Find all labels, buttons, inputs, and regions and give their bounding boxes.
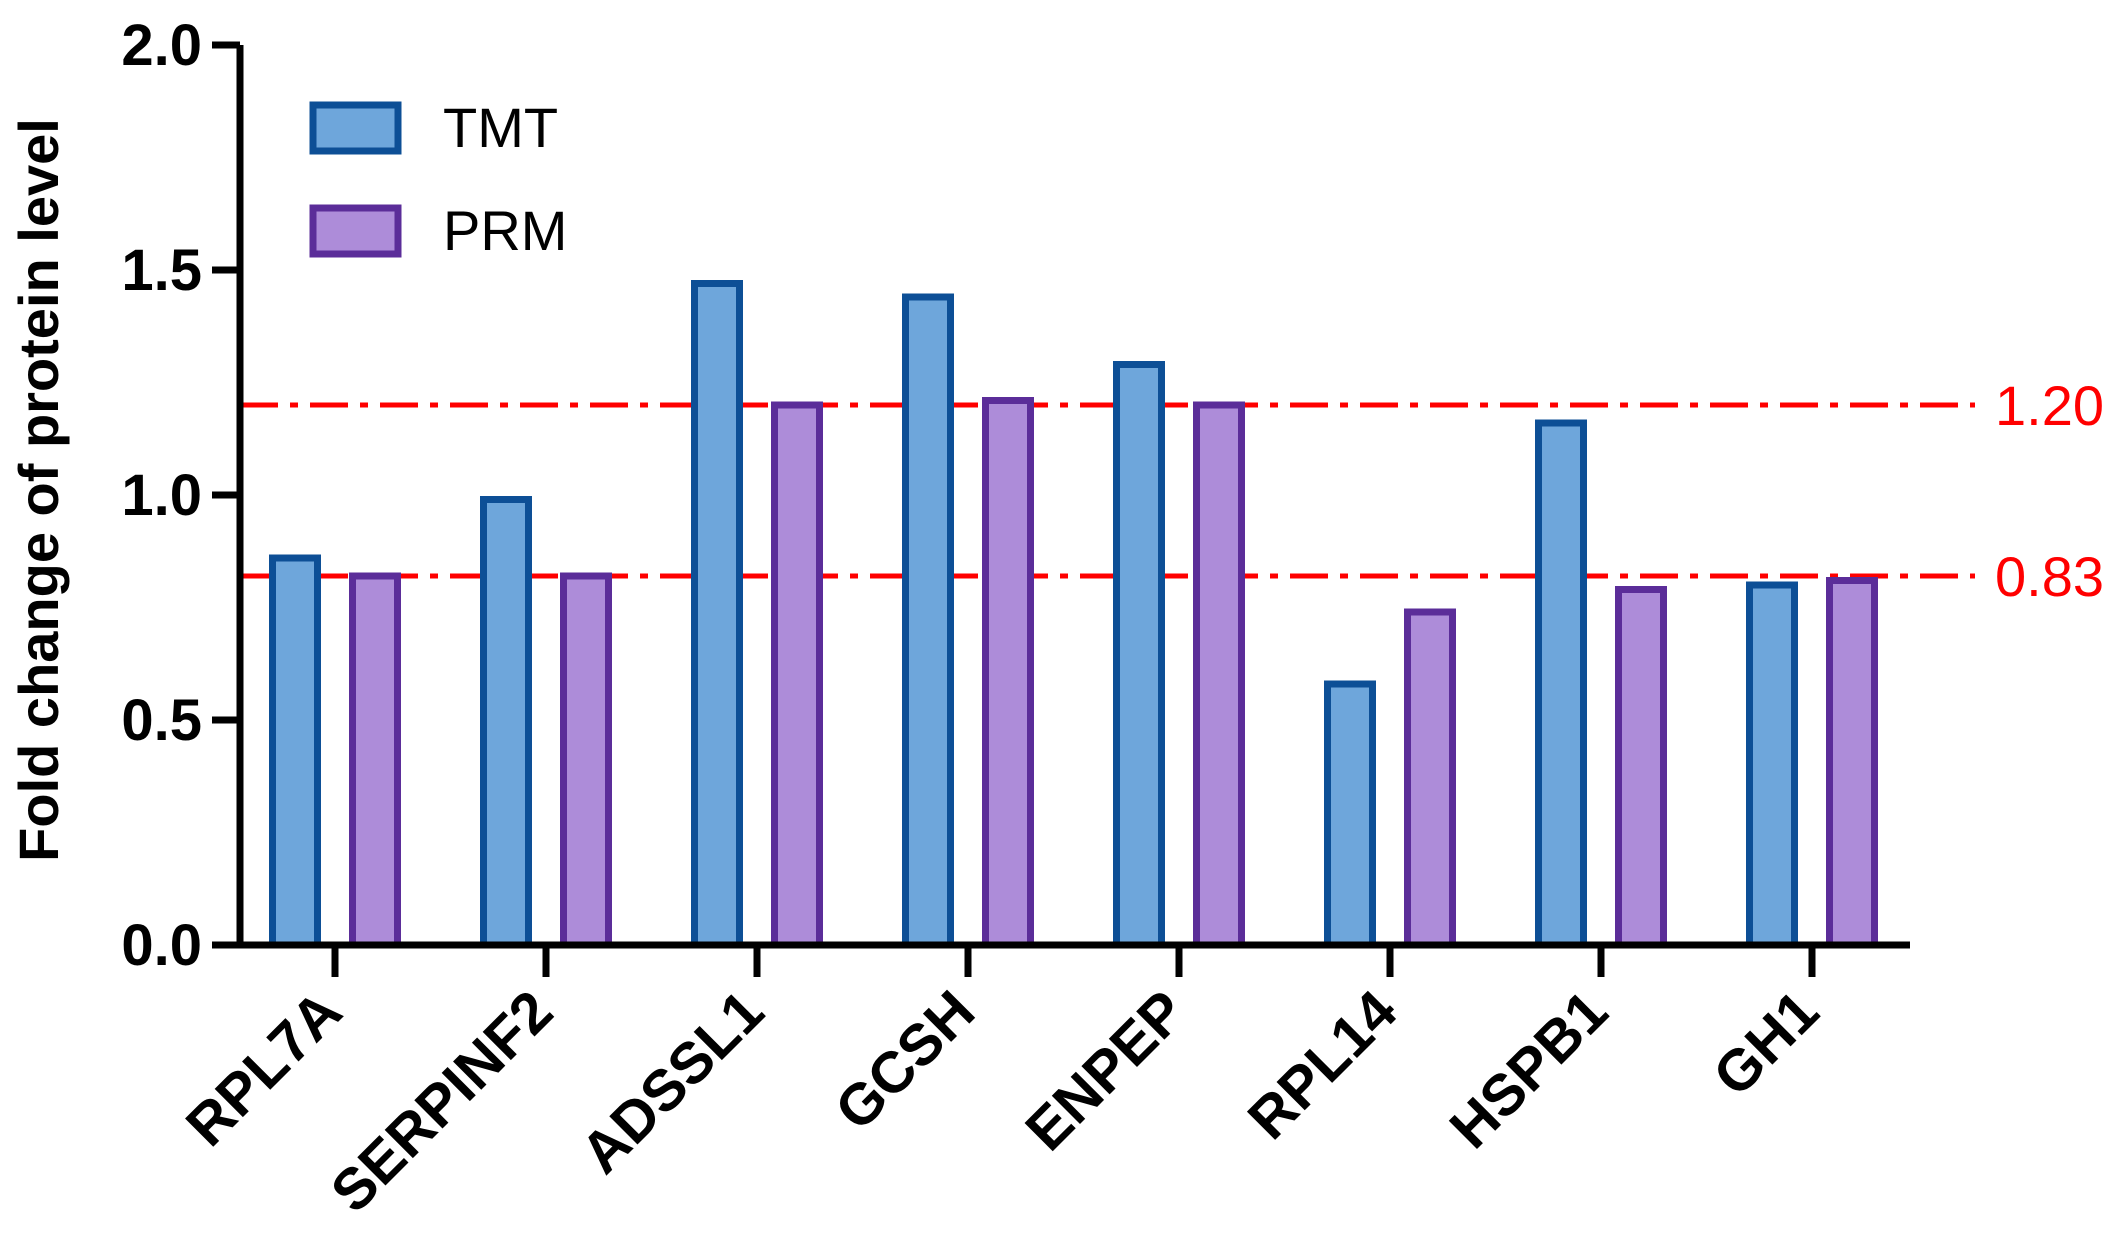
x-tick-label-hspb1: HSPB1: [1437, 978, 1620, 1161]
y-tick-label-3: 1.5: [121, 238, 202, 303]
x-tick-label-adssl1: ADSSL1: [568, 978, 776, 1186]
bar-prm-serpinf2: [560, 572, 612, 949]
bars-layer: [269, 280, 1878, 949]
y-tick-label-2: 1.0: [121, 463, 202, 528]
bar-prm-rpl7a: [349, 572, 401, 949]
bar-tmt-serpinf2: [480, 496, 532, 949]
bar-prm-gh1: [1826, 577, 1878, 949]
bar-tmt-enpep: [1113, 361, 1165, 949]
x-tick-label-gh1: GH1: [1701, 978, 1831, 1108]
x-tick-label-rpl7a: RPL7A: [174, 978, 354, 1158]
reference-line-label-2: 0.83: [1995, 545, 2104, 608]
bar-tmt-rpl7a: [269, 554, 321, 949]
x-tick-label-gcsh: GCSH: [823, 978, 987, 1142]
legend-label-tmt: TMT: [443, 96, 558, 159]
y-tick-label-1: 0.5: [121, 688, 202, 753]
legend: TMT PRM: [309, 96, 567, 262]
x-tick-label-rpl14: RPL14: [1236, 978, 1410, 1152]
legend-swatch-tmt: [309, 101, 402, 155]
bar-tmt-adssl1: [691, 280, 743, 949]
x-tick-label-serpinf2: SERPINF2: [319, 978, 566, 1225]
y-axis-label: Fold change of protein level: [7, 118, 70, 862]
y-tick-label-0: 0.0: [121, 913, 202, 978]
bar-tmt-gh1: [1746, 581, 1798, 949]
legend-swatch-prm: [309, 204, 402, 258]
bar-prm-hspb1: [1615, 586, 1667, 949]
y-tick-label-4: 2.0: [121, 13, 202, 78]
bar-tmt-gcsh: [902, 293, 954, 949]
reference-line-label-1: 1.20: [1995, 374, 2104, 437]
legend-label-prm: PRM: [443, 199, 567, 262]
bar-prm-gcsh: [982, 397, 1034, 949]
bar-prm-adssl1: [771, 401, 823, 949]
bar-prm-enpep: [1193, 401, 1245, 949]
x-tick-label-enpep: ENPEP: [1013, 978, 1198, 1163]
bar-prm-rpl14: [1404, 608, 1456, 949]
bar-tmt-hspb1: [1535, 419, 1587, 949]
bar-tmt-rpl14: [1324, 680, 1376, 949]
